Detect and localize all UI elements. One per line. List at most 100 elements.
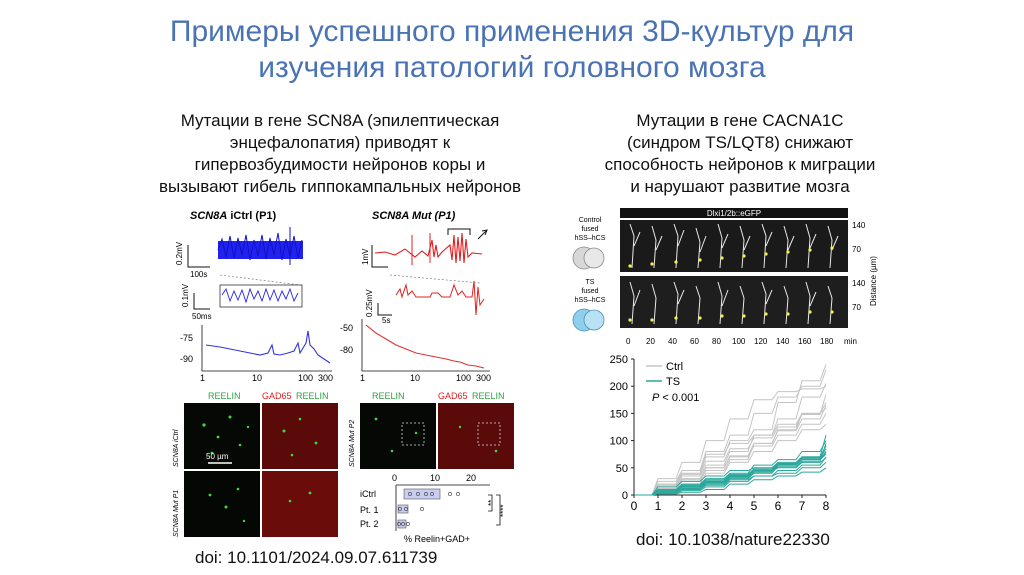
x-tick-label: 7 xyxy=(799,499,806,513)
right-heading: Мутации в гене CACNA1C (синдром TS/LQT8)… xyxy=(560,110,920,198)
x-tick: 100 xyxy=(456,373,471,383)
right-doi: doi: 10.1038/nature22330 xyxy=(636,530,830,549)
migration-line-chart: 0 1 2 3 4 5 6 7 8 0 50 100 150 200 250 Ctrl TS P < 0.0… xyxy=(610,355,830,513)
ictrl-plot-axes xyxy=(201,325,332,372)
dot-row-label: Pt. 2 xyxy=(360,519,379,529)
strip-title: Dlxi1/2b::eGFP xyxy=(707,209,761,218)
left-doi: doi: 10.1101/2024.09.07.611739 xyxy=(195,548,438,567)
y-tick-label: 100 xyxy=(610,436,628,448)
mut-p1-merge-image xyxy=(262,471,338,537)
distance-tick: 140 xyxy=(852,279,866,288)
scale-bar xyxy=(193,293,210,310)
y-tick-m75: -75 xyxy=(180,333,193,343)
scn8a-figure: SCN8A iCtrl (P1) SCN8A Mut (P1) 0.2mV 10… xyxy=(173,210,514,544)
reelin-cells xyxy=(202,415,318,523)
time-tick: 160 xyxy=(798,337,812,346)
ctrl-series-line xyxy=(634,394,827,496)
mut-panel-title: SCN8A Mut (P1) xyxy=(372,210,456,222)
slide-title-line-1: Примеры успешного применения 3D-культур … xyxy=(169,15,855,48)
legend-ts-label: TS xyxy=(666,376,680,388)
x-tick: 10 xyxy=(410,373,420,383)
control-label: fused xyxy=(581,226,598,233)
left-heading-line: гипервозбудимости нейронов коры и xyxy=(194,155,486,174)
scale-bar xyxy=(371,245,388,268)
migration-timelapse: Dlxi1/2b::eGFP Control fused hSS–hCS TS … xyxy=(572,208,878,346)
left-heading-line: энцефалопатия) приводят к xyxy=(229,133,451,152)
y-tick-label: 50 xyxy=(616,463,628,475)
scale-1mv: 1mV xyxy=(361,248,370,265)
x-tick-label: 5 xyxy=(751,499,758,513)
ctrl-series-line xyxy=(634,385,827,496)
x-tick-label: 2 xyxy=(679,499,686,513)
time-tick: 180 xyxy=(820,337,834,346)
mut-zoom-trace xyxy=(395,280,485,316)
scale-50um: 50 µm xyxy=(206,452,229,461)
chart-ticks: 0 1 2 3 4 5 6 7 8 0 50 100 150 200 250 xyxy=(610,355,830,513)
ictrl-plot-line xyxy=(205,330,331,364)
mut-voltage-trace xyxy=(374,228,488,265)
legend-ctrl-label: Ctrl xyxy=(666,361,683,373)
right-heading-line: способность нейронов к миграции xyxy=(604,155,876,174)
ictrl-merge-image xyxy=(262,403,338,469)
left-heading: Мутации в гене SCN8A (эпилептическая энц… xyxy=(120,110,560,198)
time-unit: min xyxy=(844,337,857,346)
gad65-label: GAD65 xyxy=(262,391,292,401)
ts-label: fused xyxy=(581,288,598,295)
reelin-label: REELIN xyxy=(296,391,329,401)
mut-plot-axes xyxy=(361,319,490,372)
x-tick: 1 xyxy=(200,373,205,383)
control-label: hSS–hCS xyxy=(575,235,606,242)
left-heading-line: вызывают гибель гиппокампальных нейронов xyxy=(159,177,521,196)
y-tick-label: 150 xyxy=(610,408,628,420)
distance-tick: 70 xyxy=(852,245,861,254)
ts-label: TS xyxy=(586,279,595,286)
scale-50ms: 50ms xyxy=(192,312,212,321)
ts-series-line xyxy=(634,467,827,496)
x-tick-label: 1 xyxy=(655,499,662,513)
x-tick: 300 xyxy=(476,373,491,383)
ts-label: hSS–hCS xyxy=(575,297,606,304)
reelin-label: REELIN xyxy=(208,391,241,401)
y-tick-m90: -90 xyxy=(180,354,193,364)
pt2-box xyxy=(397,519,407,529)
time-tick: 60 xyxy=(690,337,699,346)
roi-box xyxy=(401,422,425,446)
scale-bar xyxy=(377,303,392,316)
ts-series-line xyxy=(634,461,827,496)
soma-markers xyxy=(628,246,834,322)
ictrl-voltage-trace xyxy=(217,227,303,265)
mut-p1-reelin-image xyxy=(184,471,260,537)
zoom-guide xyxy=(389,274,481,284)
chart-legend: Ctrl TS P < 0.001 xyxy=(646,361,699,404)
dot-row-label: iCtrl xyxy=(360,489,376,499)
mut-p2-reelin-image xyxy=(360,403,436,469)
dot-tick: 20 xyxy=(466,473,476,483)
p-value-annotation: P < 0.001 xyxy=(652,392,699,404)
x-tick-label: 8 xyxy=(823,499,830,513)
y-tick-label: 0 xyxy=(622,490,628,502)
right-heading-line: Мутации в гене CACNA1C xyxy=(636,111,844,130)
ts-organoid-icon xyxy=(583,309,605,331)
scale-100s: 100s xyxy=(190,270,207,279)
x-tick-label: 0 xyxy=(631,499,638,513)
scale-025mv: 0.25mV xyxy=(365,289,374,317)
ts-series-line xyxy=(634,452,827,496)
reelin-cells xyxy=(374,417,498,453)
reelin-label: REELIN xyxy=(372,391,405,401)
time-tick: 40 xyxy=(668,337,677,346)
y-tick-m80: -80 xyxy=(340,345,353,355)
row-label-mut-p2: SCN8A Mut P2 xyxy=(349,420,356,467)
sig-1: ** xyxy=(487,500,496,506)
dot-row-label: Pt. 1 xyxy=(360,505,379,515)
ts-series-line xyxy=(634,435,827,496)
y-tick-label: 250 xyxy=(610,355,628,366)
x-tick: 300 xyxy=(318,373,333,383)
dot-xlabel: % Reelin+GAD+ xyxy=(404,534,470,544)
time-tick: 120 xyxy=(754,337,768,346)
distance-tick: 140 xyxy=(852,221,866,230)
distance-tick: 70 xyxy=(852,303,861,312)
pt1-box xyxy=(397,504,409,514)
x-tick: 10 xyxy=(252,373,262,383)
ctrl-series-line xyxy=(634,369,827,496)
dot-tick: 0 xyxy=(392,473,397,483)
